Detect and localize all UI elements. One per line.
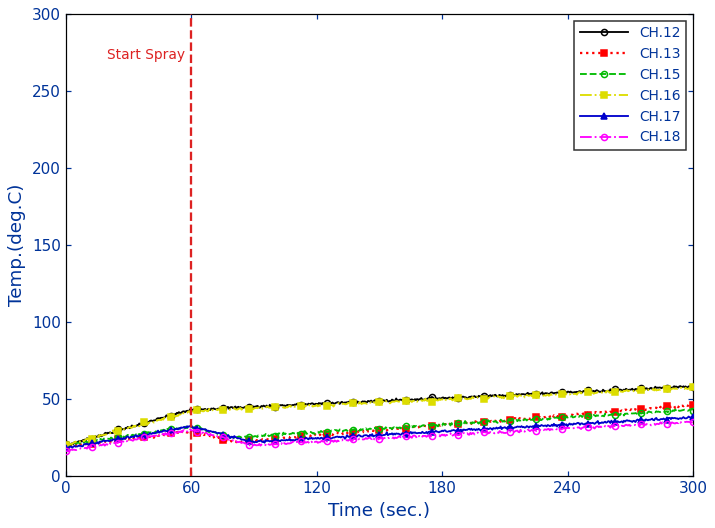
CH.18 xyxy=(61,448,70,454)
CH.16 xyxy=(561,390,570,396)
CH.12 xyxy=(670,383,679,389)
CH.18 xyxy=(670,420,679,426)
CH.13 xyxy=(689,402,697,408)
CH.15 xyxy=(647,409,656,416)
CH.15 xyxy=(688,406,696,412)
CH.17 xyxy=(689,414,697,420)
CH.15 xyxy=(102,436,110,442)
CH.17 xyxy=(270,437,278,444)
X-axis label: Time (sec.): Time (sec.) xyxy=(328,502,430,521)
CH.12 xyxy=(562,390,571,396)
CH.12 xyxy=(648,385,656,392)
CH.17 xyxy=(102,438,111,444)
Line: CH.17: CH.17 xyxy=(63,413,696,452)
CH.16 xyxy=(269,404,277,410)
CH.13 xyxy=(670,403,679,409)
CH.18 xyxy=(63,448,72,455)
CH.18 xyxy=(689,419,697,426)
CH.18 xyxy=(180,427,189,433)
CH.13 xyxy=(61,444,70,450)
CH.12 xyxy=(689,383,697,390)
Line: CH.13: CH.13 xyxy=(63,401,696,451)
Line: CH.12: CH.12 xyxy=(63,382,696,448)
CH.12 xyxy=(180,408,189,414)
CH.12 xyxy=(270,402,278,409)
CH.13 xyxy=(562,413,571,419)
CH.16 xyxy=(669,385,677,392)
CH.12 xyxy=(102,431,111,437)
CH.16 xyxy=(647,386,656,393)
CH.17 xyxy=(64,446,72,452)
Y-axis label: Temp.(deg.C): Temp.(deg.C) xyxy=(8,184,26,306)
CH.16 xyxy=(689,384,697,391)
CH.17 xyxy=(180,423,189,430)
CH.13 xyxy=(102,438,111,445)
CH.13 xyxy=(648,406,656,412)
CH.17 xyxy=(562,421,571,427)
CH.18 xyxy=(102,441,111,447)
CH.12 xyxy=(686,382,695,389)
CH.15 xyxy=(561,414,570,421)
CH.15 xyxy=(669,407,677,413)
CH.13 xyxy=(180,429,189,435)
CH.15 xyxy=(269,431,277,438)
CH.13 xyxy=(686,401,694,407)
Line: CH.18: CH.18 xyxy=(63,419,696,455)
CH.13 xyxy=(63,445,72,451)
CH.12 xyxy=(63,442,72,448)
CH.16 xyxy=(61,442,70,448)
CH.15 xyxy=(179,425,187,431)
Line: CH.16: CH.16 xyxy=(63,384,696,448)
CH.13 xyxy=(270,436,278,442)
CH.17 xyxy=(61,445,70,451)
CH.18 xyxy=(648,421,656,428)
CH.16 xyxy=(102,432,110,438)
Line: CH.15: CH.15 xyxy=(63,406,696,449)
CH.18 xyxy=(270,441,278,448)
CH.12 xyxy=(61,441,70,447)
Legend: CH.12, CH.13, CH.15, CH.16, CH.17, CH.18: CH.12, CH.13, CH.15, CH.16, CH.17, CH.18 xyxy=(574,21,686,150)
CH.17 xyxy=(670,415,679,421)
CH.15 xyxy=(61,442,70,449)
CH.18 xyxy=(562,424,571,430)
CH.18 xyxy=(675,418,684,425)
Text: Start Spray: Start Spray xyxy=(107,48,185,62)
CH.16 xyxy=(179,410,187,417)
CH.17 xyxy=(648,416,656,422)
CH.15 xyxy=(689,407,697,413)
CH.17 xyxy=(684,413,693,420)
